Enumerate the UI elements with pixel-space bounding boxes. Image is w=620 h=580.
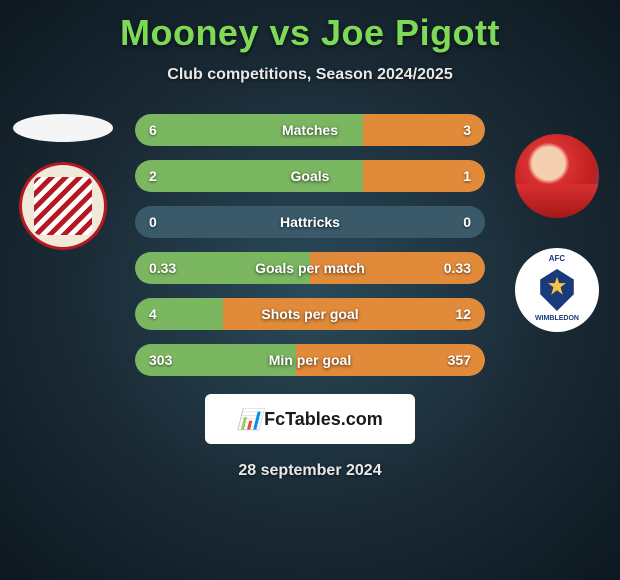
stat-value-right: 3 [463,122,471,138]
stat-value-left: 0 [149,214,157,230]
stat-value-right: 0.33 [444,260,471,276]
stat-value-left: 0.33 [149,260,176,276]
player-photo-right [515,134,599,218]
stat-label: Hattricks [280,214,340,230]
stat-row: 2 1 Goals [135,160,485,192]
stat-row: 4 12 Shots per goal [135,298,485,330]
stat-label: Shots per goal [261,306,358,322]
branding-banner: 📊 FcTables.com [205,394,415,444]
right-player-column [502,134,612,332]
badge-shield-icon [536,269,578,311]
stat-value-left: 303 [149,352,172,368]
branding-text: FcTables.com [264,409,383,430]
stat-row: 303 357 Min per goal [135,344,485,376]
page-title: Mooney vs Joe Pigott [0,0,620,54]
stat-label: Min per goal [269,352,351,368]
stat-label: Goals [291,168,330,184]
stat-value-left: 2 [149,168,157,184]
stat-value-left: 6 [149,122,157,138]
stat-label: Matches [282,122,338,138]
club-badge-right [515,248,599,332]
stat-value-left: 4 [149,306,157,322]
stat-value-right: 0 [463,214,471,230]
stat-value-right: 357 [448,352,471,368]
player-silhouette-left [13,114,113,142]
stat-value-right: 12 [455,306,471,322]
subtitle: Club competitions, Season 2024/2025 [0,66,620,84]
chart-icon: 📊 [237,407,260,432]
stat-label: Goals per match [255,260,365,276]
stat-row: 6 3 Matches [135,114,485,146]
left-player-column [8,114,118,250]
date-label: 28 september 2024 [0,462,620,480]
stat-row: 0 0 Hattricks [135,206,485,238]
stat-row: 0.33 0.33 Goals per match [135,252,485,284]
stat-value-right: 1 [463,168,471,184]
comparison-area: 6 3 Matches 2 1 Goals 0 0 Hattricks 0.33 0.33 Goals… [0,114,620,376]
club-badge-left [19,162,107,250]
stats-list: 6 3 Matches 2 1 Goals 0 0 Hattricks 0.33 0.33 Goals… [135,114,485,376]
